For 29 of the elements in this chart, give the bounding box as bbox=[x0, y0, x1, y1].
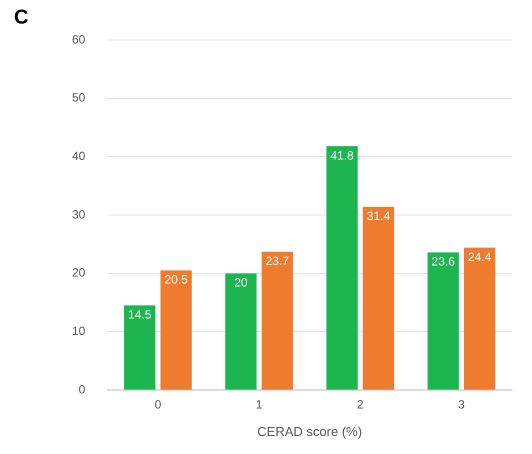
data-label: 20.5 bbox=[164, 272, 188, 287]
data-label: 14.5 bbox=[128, 308, 152, 322]
y-tick-label: 60 bbox=[72, 32, 86, 46]
chart-title: C bbox=[14, 6, 28, 29]
x-axis-title: CERAD score (%) bbox=[257, 424, 362, 439]
y-tick-label: 20 bbox=[72, 266, 86, 280]
bar bbox=[326, 146, 358, 390]
y-tick-label: 30 bbox=[72, 207, 86, 222]
bar bbox=[160, 270, 192, 390]
bar bbox=[124, 305, 156, 390]
bar bbox=[464, 248, 496, 390]
x-tick-label: 1 bbox=[256, 398, 263, 412]
bar bbox=[362, 206, 394, 390]
y-tick-label: 10 bbox=[72, 324, 86, 338]
bar bbox=[262, 252, 293, 390]
data-label: 24.4 bbox=[468, 250, 492, 264]
y-tick-label: 40 bbox=[72, 148, 86, 163]
bar bbox=[225, 273, 257, 390]
data-label: 23.7 bbox=[266, 254, 290, 268]
y-tick-label: 0 bbox=[78, 382, 86, 396]
data-label: 20 bbox=[234, 276, 248, 290]
y-tick-label: 50 bbox=[72, 90, 86, 105]
x-tick-label: 2 bbox=[356, 398, 364, 412]
x-tick-label: 3 bbox=[458, 398, 466, 412]
data-label: 41.8 bbox=[330, 148, 354, 162]
x-tick-label: 0 bbox=[154, 398, 162, 412]
data-label: 31.4 bbox=[366, 209, 390, 224]
data-label: 23.6 bbox=[432, 254, 456, 269]
bar bbox=[428, 252, 459, 390]
